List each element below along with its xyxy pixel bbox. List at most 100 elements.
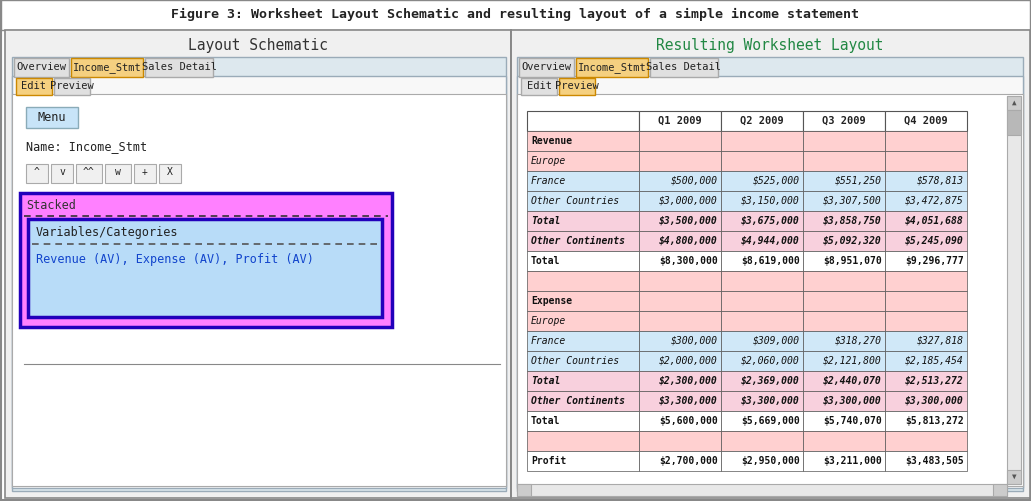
Bar [26,165,48,184]
Bar [12,77,506,488]
Bar [803,252,885,272]
Text: $8,619,000: $8,619,000 [741,256,800,266]
Bar [721,211,803,231]
Bar [639,231,721,252]
Bar [885,391,967,411]
Bar [517,484,531,496]
Bar [803,132,885,152]
Bar [639,391,721,411]
Text: $2,440,070: $2,440,070 [823,375,882,385]
Text: $3,211,000: $3,211,000 [823,455,882,465]
Bar [639,371,721,391]
Text: Resulting Worksheet Layout: Resulting Worksheet Layout [657,38,884,53]
Text: $3,858,750: $3,858,750 [823,215,882,225]
Bar [527,172,639,191]
Text: $3,300,000: $3,300,000 [741,395,800,405]
Bar [1007,470,1021,484]
Bar [527,231,639,252]
Bar [721,411,803,431]
Text: Preview: Preview [51,81,94,91]
Text: $5,813,272: $5,813,272 [905,415,964,425]
Bar [721,191,803,211]
Bar [721,371,803,391]
Bar [527,351,639,371]
Bar [639,451,721,471]
Bar [517,77,1023,488]
Bar [527,191,639,211]
Text: $2,000,000: $2,000,000 [659,355,718,365]
Bar [803,411,885,431]
Text: Total: Total [531,256,561,266]
Text: +: + [142,167,147,177]
Text: Variables/Categories: Variables/Categories [36,225,178,238]
Bar [511,31,1030,498]
Bar [527,411,639,431]
Text: $318,270: $318,270 [835,335,882,345]
Bar [721,451,803,471]
Bar [803,292,885,312]
Text: w: w [115,167,121,177]
Text: Q3 2009: Q3 2009 [822,116,866,126]
Text: $3,000,000: $3,000,000 [659,195,718,205]
Text: $3,300,000: $3,300,000 [905,395,964,405]
Text: Revenue (AV), Expense (AV), Profit (AV): Revenue (AV), Expense (AV), Profit (AV) [36,253,313,266]
Text: $5,669,000: $5,669,000 [741,415,800,425]
Bar [885,312,967,331]
Bar [639,112,721,132]
Text: Europe: Europe [531,315,566,325]
Bar [803,231,885,252]
Text: $2,300,000: $2,300,000 [659,375,718,385]
Bar [639,292,721,312]
Bar [803,112,885,132]
Text: Sales Detail: Sales Detail [141,62,217,72]
Bar [721,331,803,351]
Text: $3,483,505: $3,483,505 [905,455,964,465]
Bar [559,79,595,96]
Bar [721,312,803,331]
Bar [51,165,73,184]
Bar [639,312,721,331]
Text: Total: Total [531,375,561,385]
Bar [721,272,803,292]
Text: $3,472,875: $3,472,875 [905,195,964,205]
Bar [639,191,721,211]
Text: Europe: Europe [531,156,566,166]
Bar [885,292,967,312]
Bar [885,132,967,152]
Bar [803,312,885,331]
Text: $2,950,000: $2,950,000 [741,455,800,465]
Bar [639,152,721,172]
Bar [28,219,383,317]
Text: Name: Income_Stmt: Name: Income_Stmt [26,140,147,153]
Text: Total: Total [531,215,561,225]
Bar [639,211,721,231]
Text: Income_Stmt: Income_Stmt [577,62,646,73]
Text: X: X [167,167,173,177]
Text: ^: ^ [34,167,40,177]
Bar [885,272,967,292]
Text: $2,121,800: $2,121,800 [823,355,882,365]
Bar [26,108,78,129]
Text: Revenue: Revenue [531,136,572,146]
Bar [639,411,721,431]
Bar [803,172,885,191]
Bar [885,331,967,351]
Text: $9,296,777: $9,296,777 [905,256,964,266]
Bar [527,391,639,411]
Text: Other Continents: Other Continents [531,395,625,405]
Bar [803,451,885,471]
Text: Q4 2009: Q4 2009 [904,116,947,126]
Text: Overview: Overview [16,62,67,72]
Bar [105,165,131,184]
Text: ▼: ▼ [1011,471,1017,480]
Bar [517,484,1007,496]
Text: Other Continents: Other Continents [531,235,625,245]
Bar [650,59,718,78]
Bar [527,112,639,132]
Bar [803,351,885,371]
Text: ^^: ^^ [84,167,95,177]
Bar [993,484,1007,496]
Text: Q2 2009: Q2 2009 [740,116,784,126]
Bar [1,1,1030,31]
Bar [721,252,803,272]
